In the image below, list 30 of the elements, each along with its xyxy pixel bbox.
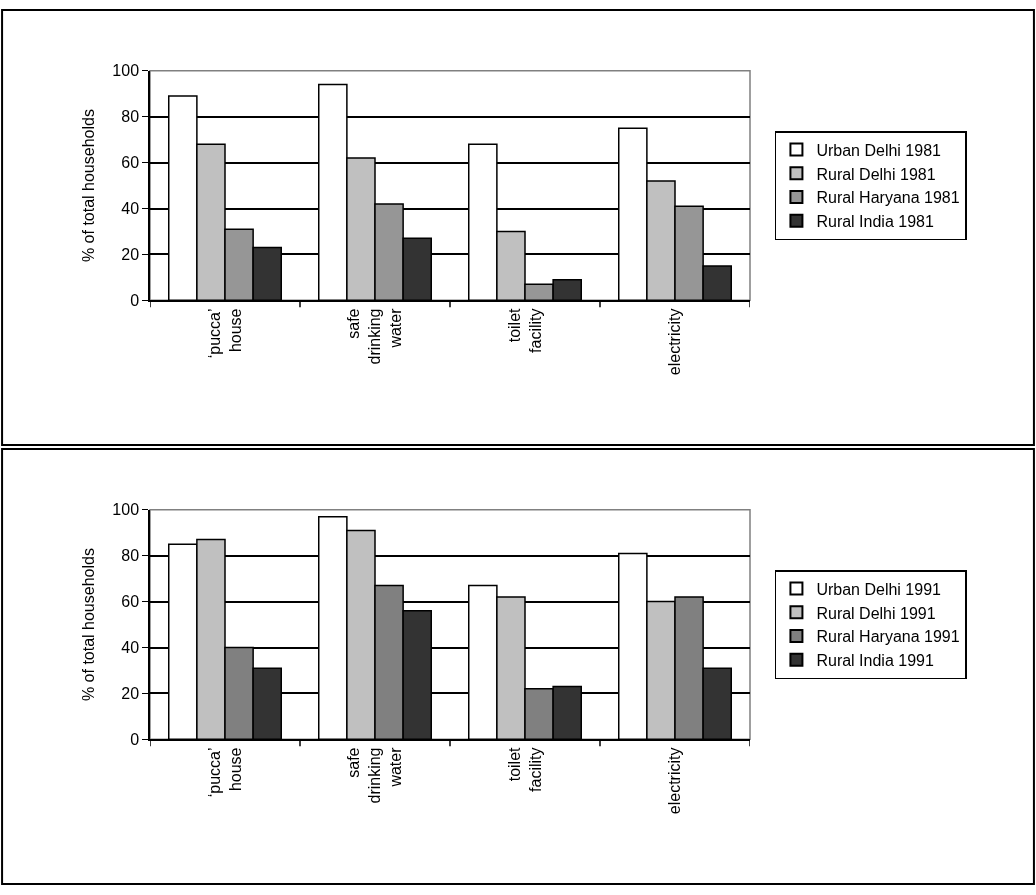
x-tick-label: ‘pucca’ house [205,747,244,798]
y-tick-label: 100 [112,501,140,519]
y-tick-label: 60 [121,593,140,611]
x-tick-label: safe drinking water [345,307,404,365]
legend-label: Urban Delhi 1991 [816,580,942,598]
y-tick-label: 40 [121,639,140,657]
y-tick-label: 0 [130,730,140,748]
y-axis-title: % of total households [79,548,97,702]
x-tick-label: safe drinking water [345,746,404,804]
y-tick-label: 40 [121,200,140,218]
x-tick-label: electricity [666,308,684,376]
legend-label: Rural Haryana 1981 [816,189,960,207]
legend-label: Rural India 1991 [816,652,934,670]
y-tick-label: 80 [121,547,140,565]
legend-label: Rural Haryana 1991 [816,628,960,646]
y-tick-label: 0 [130,291,140,309]
x-tick-label: ‘pucca’ house [205,308,244,359]
y-tick-label: 20 [121,685,140,703]
legend-label: Rural Delhi 1991 [816,604,936,622]
y-tick-label: 100 [112,62,140,80]
x-tick-label: toilet facility [505,307,544,353]
y-tick-label: 60 [121,154,140,172]
legend-label: Rural India 1981 [816,213,934,231]
y-tick-label: 20 [121,246,140,264]
x-tick-label: toilet facility [505,746,544,792]
y-tick-label: 80 [121,108,140,126]
y-axis-title: % of total households [79,109,97,263]
legend-label: Rural Delhi 1981 [816,165,936,183]
legend-label: Urban Delhi 1981 [816,141,942,159]
x-tick-label: electricity [666,747,684,815]
